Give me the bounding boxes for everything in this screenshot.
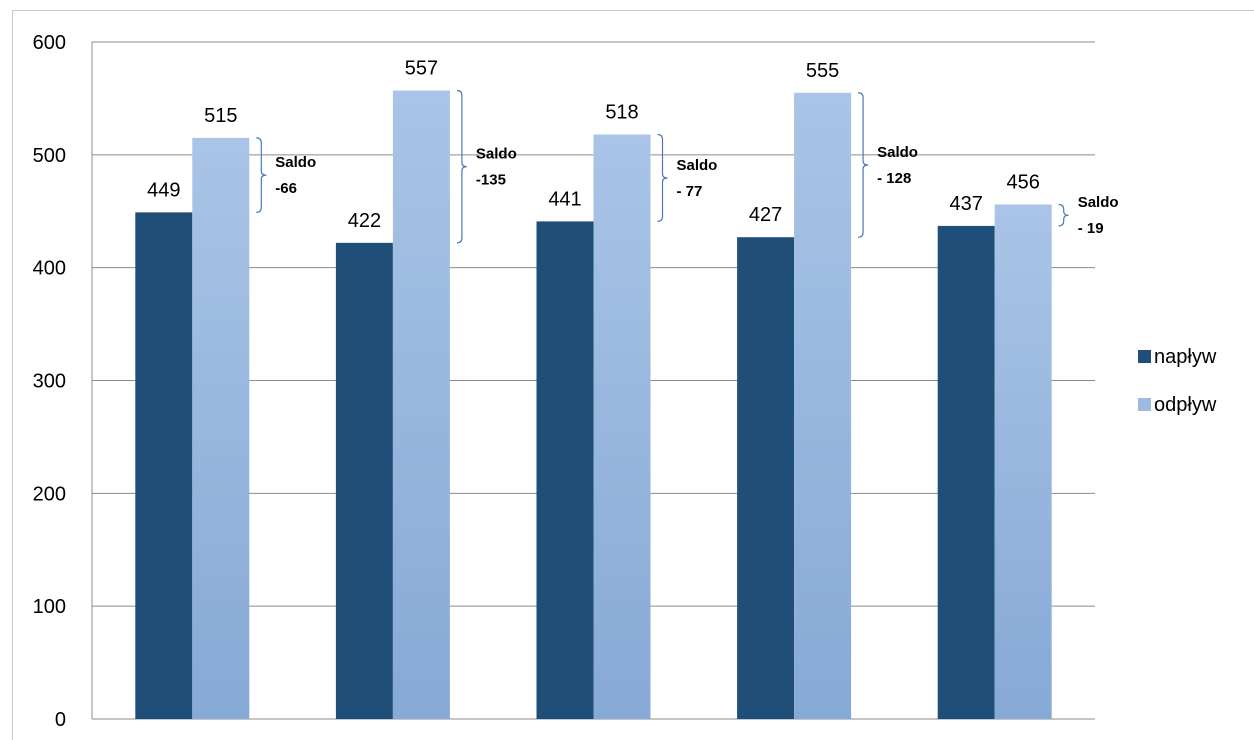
data-labels: 449 515 422 557 441 518 427 555 437 456 — [147, 58, 1040, 232]
bar-naplyw — [937, 225, 995, 719]
y-tick-label: 400 — [33, 258, 66, 280]
saldo-bracket — [657, 133, 668, 223]
bar-odplyw — [192, 137, 250, 720]
y-tick-label: 300 — [33, 371, 66, 393]
saldo-title: Saldo — [1078, 194, 1119, 211]
saldo-title: Saldo — [877, 144, 918, 161]
data-label: 449 — [147, 179, 180, 201]
saldo-title: Saldo — [677, 157, 718, 174]
saldo-value: -135 — [476, 172, 506, 189]
saldo-annotations: Saldo -66 Saldo -135 Saldo - 77 Saldo - 128 Sald… — [256, 89, 1119, 244]
data-label: 557 — [405, 58, 438, 80]
saldo-value: - 128 — [877, 170, 911, 187]
bar-naplyw — [335, 242, 393, 720]
saldo-value: - 19 — [1078, 220, 1104, 237]
legend: napływ odpływ — [1138, 346, 1217, 416]
data-label: 437 — [950, 193, 983, 215]
bar-naplyw — [135, 212, 193, 719]
saldo-value: - 77 — [677, 183, 703, 200]
saldo-value: -66 — [275, 180, 297, 197]
y-tick-label: 0 — [55, 709, 66, 731]
y-tick-label: 100 — [33, 596, 66, 618]
legend-swatch-odplyw — [1138, 398, 1151, 411]
bar-naplyw — [737, 237, 795, 719]
y-tick-label: 200 — [33, 483, 66, 505]
bar-odplyw — [794, 92, 852, 719]
legend-swatch-naplyw — [1138, 350, 1151, 363]
data-label: 441 — [548, 188, 581, 210]
saldo-bracket — [456, 89, 467, 244]
legend-label: napływ — [1154, 346, 1217, 368]
saldo-bracket — [1058, 203, 1069, 227]
y-tick-label: 500 — [33, 145, 66, 167]
saldo-bracket — [858, 92, 869, 238]
data-label: 555 — [806, 60, 839, 82]
y-axis: 0 100 200 300 400 500 600 — [33, 32, 1095, 731]
saldo-title: Saldo — [476, 146, 517, 163]
bars — [135, 90, 1052, 720]
bar-odplyw — [593, 134, 651, 720]
data-label: 515 — [204, 105, 237, 127]
bar-naplyw — [536, 221, 594, 719]
bar-odplyw — [994, 204, 1052, 720]
bar-odplyw — [392, 90, 450, 720]
data-label: 456 — [1007, 171, 1040, 193]
chart-frame — [12, 10, 1254, 740]
saldo-title: Saldo — [275, 154, 316, 171]
data-label: 422 — [348, 210, 381, 232]
data-label: 518 — [605, 102, 638, 124]
saldo-bracket — [256, 137, 267, 213]
data-label: 427 — [749, 204, 782, 226]
y-tick-label: 600 — [33, 32, 66, 54]
legend-label: odpływ — [1154, 394, 1217, 416]
